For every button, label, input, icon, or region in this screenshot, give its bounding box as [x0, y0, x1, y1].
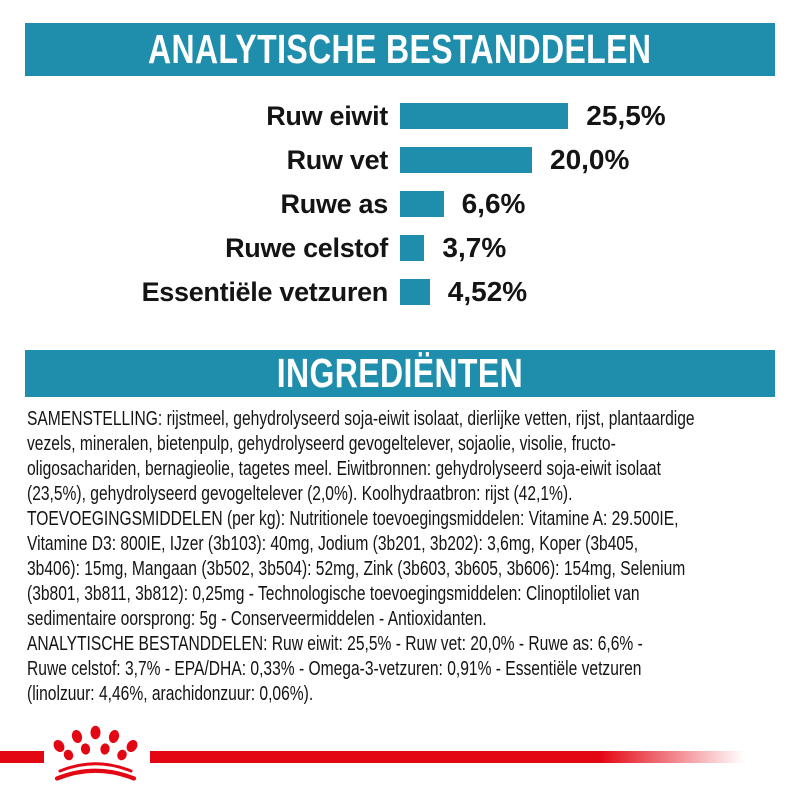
chart-value-label: 4,52%: [447, 276, 528, 307]
chart-bar: [400, 279, 430, 305]
royal-canin-crown-logo-icon: [53, 725, 138, 781]
analytische-line: Ruwe celstof: 3,7% - EPA/DHA: 0,33% - Om…: [27, 658, 642, 680]
toevoegingsmiddelen-line: 3b406): 15mg, Mangaan (3b502, 3b504): 52…: [27, 558, 686, 580]
chart-category-label: Ruwe as: [280, 188, 389, 219]
samenstelling-line: oligosachariden, bernagieolie, tagetes m…: [27, 458, 661, 480]
analytics-section-banner: ANALYTISCHE BESTANDDELEN: [25, 23, 775, 76]
toevoegingsmiddelen-line: (3b801, 3b811, 3b812): 0,25mg - Technolo…: [27, 583, 640, 605]
ingredients-section-banner: INGREDIËNTEN: [25, 350, 775, 397]
toevoegingsmiddelen-line: Vitamine D3: 800IE, IJzer (3b103): 40mg,…: [27, 533, 639, 555]
toevoegingsmiddelen-line: sedimentaire oorsprong: 5g - Conserveerm…: [27, 608, 487, 630]
chart-category-label: Ruw vet: [286, 144, 389, 175]
chart-bar: [400, 235, 425, 261]
chart-row: Ruw eiwit 25,5%: [0, 94, 800, 138]
footer-red-stripe: [0, 751, 800, 763]
analytics-bar-chart: Ruw eiwit 25,5% Ruw vet 20,0% Ruwe as 6,…: [0, 94, 800, 314]
ingredients-section-title: INGREDIËNTEN: [276, 350, 524, 396]
analytische-line: ANALYTISCHE BESTANDDELEN: Ruw eiwit: 25,…: [27, 633, 643, 655]
chart-bar: [400, 103, 569, 129]
chart-category-label: Ruwe celstof: [225, 232, 388, 263]
analytics-section-title: ANALYTISCHE BESTANDDELEN: [148, 26, 652, 72]
chart-category-label: Essentiële vetzuren: [141, 276, 389, 307]
chart-category-label: Ruw eiwit: [266, 100, 388, 131]
analytische-line: (linolzuur: 4,46%, arachidonzuur: 0,06%)…: [27, 683, 314, 705]
samenstelling-line: vezels, mineralen, bietenpulp, gehydroly…: [27, 433, 616, 455]
chart-value-label: 3,7%: [442, 232, 507, 263]
chart-value-label: 20,0%: [550, 144, 630, 175]
chart-row: Ruwe as 6,6%: [0, 182, 800, 226]
chart-row: Ruw vet 20,0%: [0, 138, 800, 182]
chart-bar: [400, 147, 532, 173]
chart-bar: [400, 191, 444, 217]
samenstelling-line: (23,5%), gehydrolyseerd gevogeltelever (…: [27, 483, 573, 505]
ingredients-text-block: SAMENSTELLING: rijstmeel, gehydrolyseerd…: [27, 407, 797, 707]
chart-value-label: 6,6%: [461, 188, 526, 219]
chart-value-label: 25,5%: [586, 100, 666, 131]
toevoegingsmiddelen-line: TOEVOEGINGSMIDDELEN (per kg): Nutritione…: [27, 508, 679, 530]
chart-row: Ruwe celstof 3,7%: [0, 226, 800, 270]
chart-row: Essentiële vetzuren 4,52%: [0, 270, 800, 314]
samenstelling-line: SAMENSTELLING: rijstmeel, gehydrolyseerd…: [27, 408, 695, 430]
